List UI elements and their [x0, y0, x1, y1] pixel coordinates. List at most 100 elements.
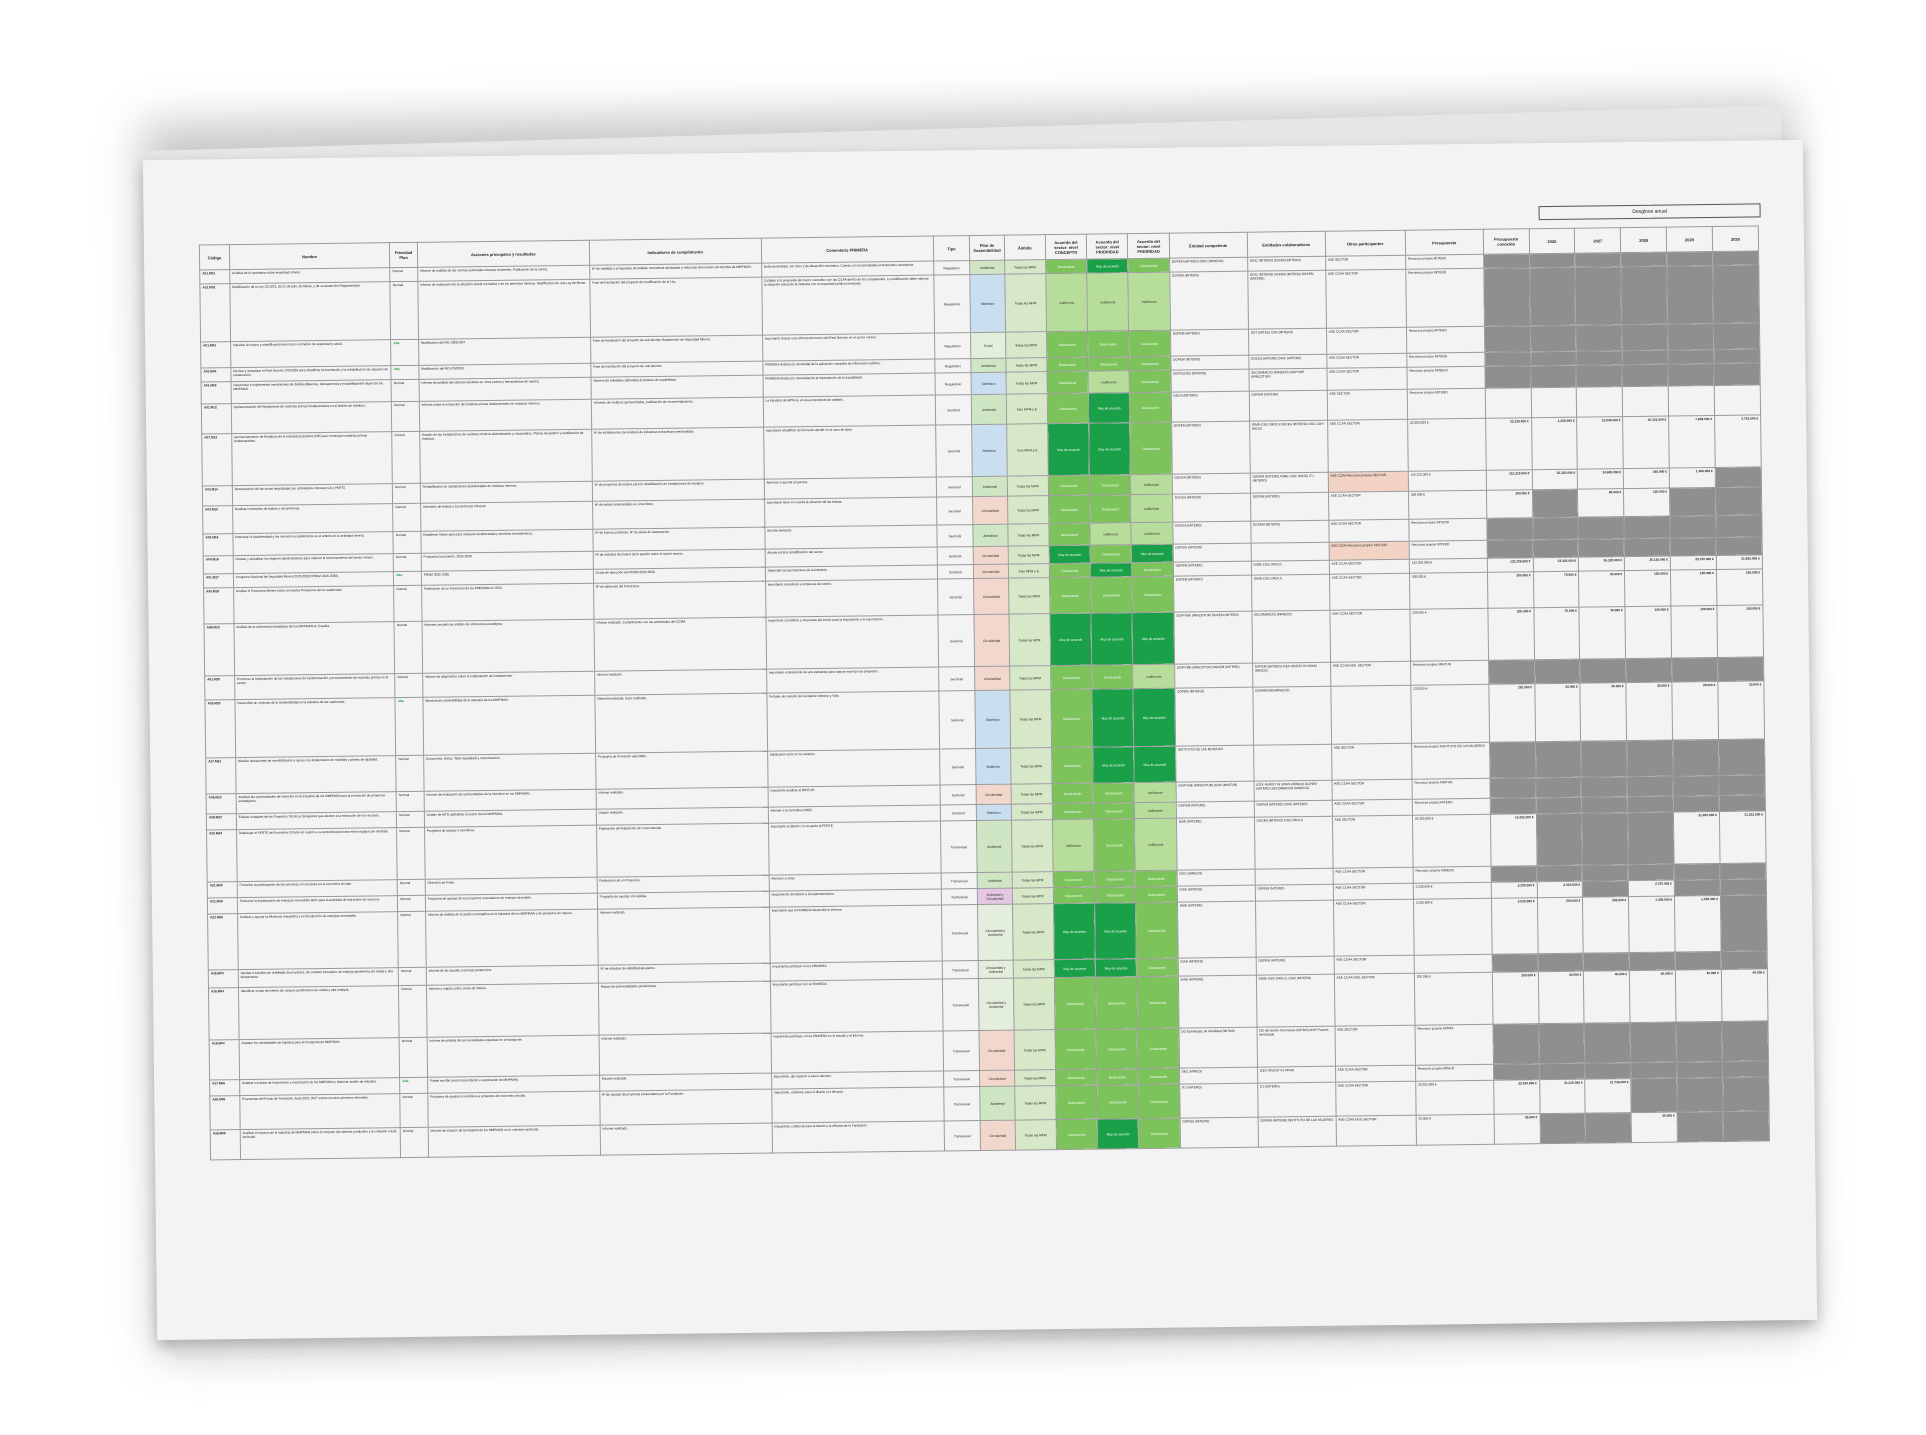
column-header: Presupuesto conocido [1483, 228, 1530, 255]
cell-budget: Recursos propios MITERD [1405, 268, 1485, 328]
cell-collaborators: ICEX-INVEST IN SPAIN (MINCO) DGPEM (MITE… [1253, 780, 1332, 802]
cell-year-amount [1721, 950, 1768, 970]
cell-budget: Recursos propios MINCO [1415, 1064, 1494, 1082]
cell-known-budget [1484, 325, 1531, 353]
cell-collaborators [1250, 542, 1329, 562]
cell-name: Fomentar la participación de las persona… [236, 879, 398, 898]
cell-year-amount [1627, 796, 1674, 813]
cell-year-amount [1715, 466, 1762, 488]
cell-known-budget: 22.226.000 € [1485, 417, 1532, 471]
cell-name: Propuestas del Fondo de Transición Justa… [239, 1093, 401, 1130]
cell-known-budget: 200.000 € [1492, 971, 1539, 1025]
cell-agreement-priority: Muy de acuerdo [1088, 392, 1131, 424]
cell-known-budget [1489, 741, 1536, 779]
cell-year-amount [1720, 894, 1768, 952]
cell-agreement-priority: Desacuerdo [1090, 544, 1132, 564]
cell-scope: Todas las MPM [1011, 887, 1054, 905]
cell-comment: Cuidado a la propuesta de marco normativ… [761, 275, 935, 336]
cell-priority: Normal [399, 1037, 428, 1078]
cell-competent-entity: ITJ (MITERD) [1179, 1083, 1258, 1119]
cell-name: Impulsar la mejora y simplificación del … [230, 339, 392, 368]
cell-type: Transversal [943, 1086, 981, 1121]
cell-scope: Todas las MPM [1005, 357, 1047, 373]
cell-name: Analizar y apoyar la eficiencia energéti… [237, 911, 399, 970]
cell-year-amount: 26.120.000 € [1624, 556, 1671, 571]
cell-year-amount [1581, 812, 1629, 866]
cell-priority: Normal [394, 673, 423, 698]
cell-indicators: Nº de ediciones del Panorama. [593, 581, 766, 620]
cell-other-participants: ASE CCAA SECTOR [1333, 899, 1414, 957]
cell-collaborators: DGT (MITES) CSN (MITERD) [1248, 328, 1327, 356]
cell-known-budget [1483, 253, 1530, 269]
cell-year-amount [1674, 863, 1721, 881]
cell-type: Regulatorio [934, 358, 972, 374]
cell-type: Regulatorio [933, 260, 971, 276]
cell-year-amount [1575, 266, 1622, 326]
cell-scope: Todas las MPM [1014, 1119, 1057, 1151]
cell-other-participants: ASE CCAA Recursos propios SECTOR [1327, 471, 1409, 493]
cell-code: A03.M16 [202, 533, 233, 556]
cell-agreement-priority-2: Desacuerdo [1136, 976, 1179, 1029]
cell-comment: Importante simplificar de forma de decid… [763, 425, 936, 480]
cell-competent-entity: DGPEM (MITERD) [1179, 1117, 1259, 1149]
cell-known-budget [1492, 1023, 1540, 1065]
cell-actions: Informes anuales de análisis de coherenc… [421, 619, 595, 674]
cell-known-budget [1484, 351, 1531, 367]
cell-other-participants: ASE CCAA SECTOR [1335, 1081, 1416, 1117]
cell-scope: Todas las MPM [1007, 495, 1049, 525]
cell-code: A03.M14 [202, 485, 233, 506]
cell-code: A26.M06 [210, 1129, 241, 1160]
cell-actions: Informe de impacto de la industria de lo… [427, 1125, 601, 1158]
cell-pillar: Circularidad [973, 564, 1009, 579]
cell-year-amount [1722, 1076, 1770, 1112]
cell-priority: Normal [389, 267, 418, 282]
column-header: Nombre [229, 242, 390, 270]
cell-collaborators [1253, 744, 1332, 782]
column-header: 2030 [1712, 225, 1759, 252]
cell-code: A26.M03 [208, 969, 239, 988]
cell-type: Regulatorio [934, 372, 972, 396]
cell-year-amount: 20.000 € [1717, 680, 1765, 740]
cell-year-amount [1530, 387, 1578, 418]
column-header: 2028 [1620, 227, 1667, 253]
cell-agreement-priority: Desacuerdo [1089, 494, 1132, 524]
cell-type: Sectorial [936, 564, 974, 580]
column-header: Entidad competente [1169, 232, 1248, 259]
cell-competent-entity: DGPEM (MITERD) [1170, 329, 1249, 357]
cell-year-amount [1535, 797, 1582, 814]
cell-indicators: Volumen de residuos aprovechados, public… [591, 397, 764, 430]
cell-known-budget: 200.000 € [1487, 607, 1535, 661]
cell-agreement-priority-2: Desacuerdo [1135, 870, 1178, 887]
cell-name: Analizar las oportunidades de inversión … [235, 791, 397, 814]
cell-actions: Informe de diagnóstico sobre la implanta… [422, 671, 595, 698]
cell-year-amount [1620, 252, 1667, 267]
cell-priority: Normal [398, 985, 427, 1038]
cell-priority: Normal [397, 911, 427, 968]
cell-indicators: Nº de estudios de mejora de la gestión s… [592, 549, 766, 570]
cell-competent-entity: DGCEA (MITERD) [1172, 493, 1251, 523]
cell-pillar: Ambiental [977, 872, 1012, 889]
cell-budget: Recursos propios MITERD [1408, 540, 1488, 560]
cell-code: A26.M06 [209, 1095, 241, 1130]
cell-name: Analizar el impacto de la industria de M… [240, 1127, 401, 1160]
cell-priority: Normal [396, 811, 425, 828]
cell-year-amount: 80.000 € [1577, 488, 1625, 518]
cell-budget: 132.206.000 € [1409, 558, 1488, 574]
cell-scope: Todas las MPM [1009, 665, 1051, 691]
cell-agreement-priority-2: Desacuerdo [1137, 1028, 1180, 1069]
cell-name: Identificar zonas de interés de campos g… [238, 985, 400, 1040]
cell-budget: 24.303.000 € [1412, 814, 1491, 868]
cell-agreement-concept: Desacuerdo [1055, 1085, 1098, 1120]
cell-comment: Apoyar para la simplificación del sector… [764, 547, 937, 568]
cell-year-amount [1622, 364, 1669, 387]
cell-priority: Alta [399, 1077, 428, 1094]
column-header: Presupuesto [1405, 229, 1484, 256]
cell-agreement-priority: Muy de acuerdo [1086, 258, 1129, 274]
cell-indicators: Nº de instalaciones de residuos de indus… [591, 427, 764, 482]
cell-year-amount [1621, 266, 1668, 325]
cell-agreement-priority: Muy de acuerdo [1088, 422, 1131, 476]
cell-comment: PRIMERA destaca la necesidad de la impla… [762, 373, 935, 398]
cell-year-amount: 2.015.000 € [1536, 881, 1583, 898]
cell-comment: Importante participar con la PRIMERA. [769, 960, 943, 982]
cell-year-amount [1713, 322, 1760, 350]
